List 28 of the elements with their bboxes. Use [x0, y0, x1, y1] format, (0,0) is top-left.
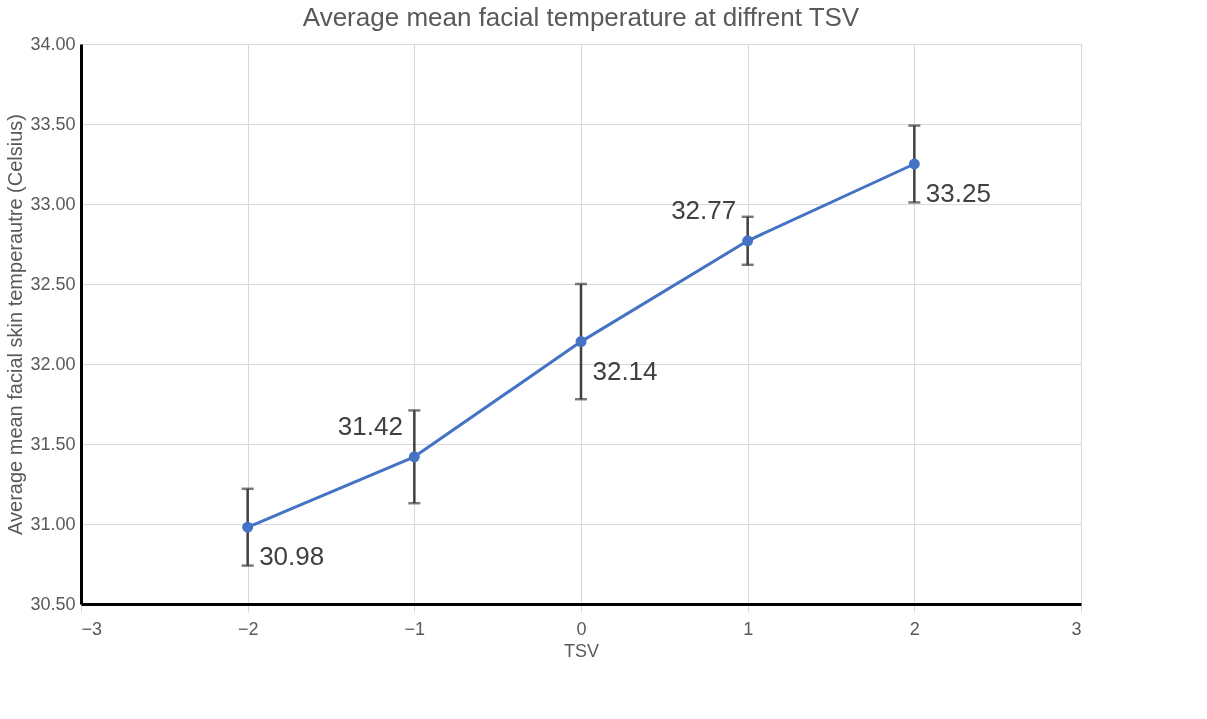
point — [575, 336, 587, 348]
chart-title: Average mean facial temperature at diffrent TSV — [302, 2, 860, 32]
point — [908, 158, 920, 170]
point — [742, 235, 754, 247]
y-tick-label: 30.50 — [30, 593, 76, 614]
y-tick-label: 33.50 — [30, 113, 76, 134]
point — [408, 451, 420, 463]
data-label: 33.25 — [925, 178, 991, 208]
point — [242, 521, 254, 533]
x-tick-label: −3 — [81, 618, 103, 639]
y-tick-label: 32.00 — [30, 353, 76, 374]
data-label: 30.98 — [259, 541, 325, 572]
y-tick-label: 32.50 — [30, 273, 76, 294]
y-tick-label: 33.00 — [30, 193, 76, 214]
x-tick-label: 0 — [576, 618, 587, 639]
data-label: 32.14 — [592, 355, 658, 386]
y-tick-label: 34.00 — [30, 33, 76, 54]
data-label: 32.77 — [671, 194, 737, 225]
x-tick-label: −1 — [404, 618, 426, 639]
x-tick-label: 1 — [743, 618, 754, 639]
x-tick-label: −2 — [237, 618, 259, 639]
x-axis-title: TSV — [563, 640, 600, 661]
y-tick-label: 31.50 — [30, 433, 76, 454]
data-label: 31.42 — [337, 410, 403, 441]
y-axis-title: Average mean facial skin temperautre (Celsius) — [4, 114, 27, 535]
y-tick-label: 31.00 — [30, 513, 76, 534]
x-tick-label: 3 — [1071, 618, 1082, 639]
x-tick-label: 2 — [909, 618, 920, 639]
